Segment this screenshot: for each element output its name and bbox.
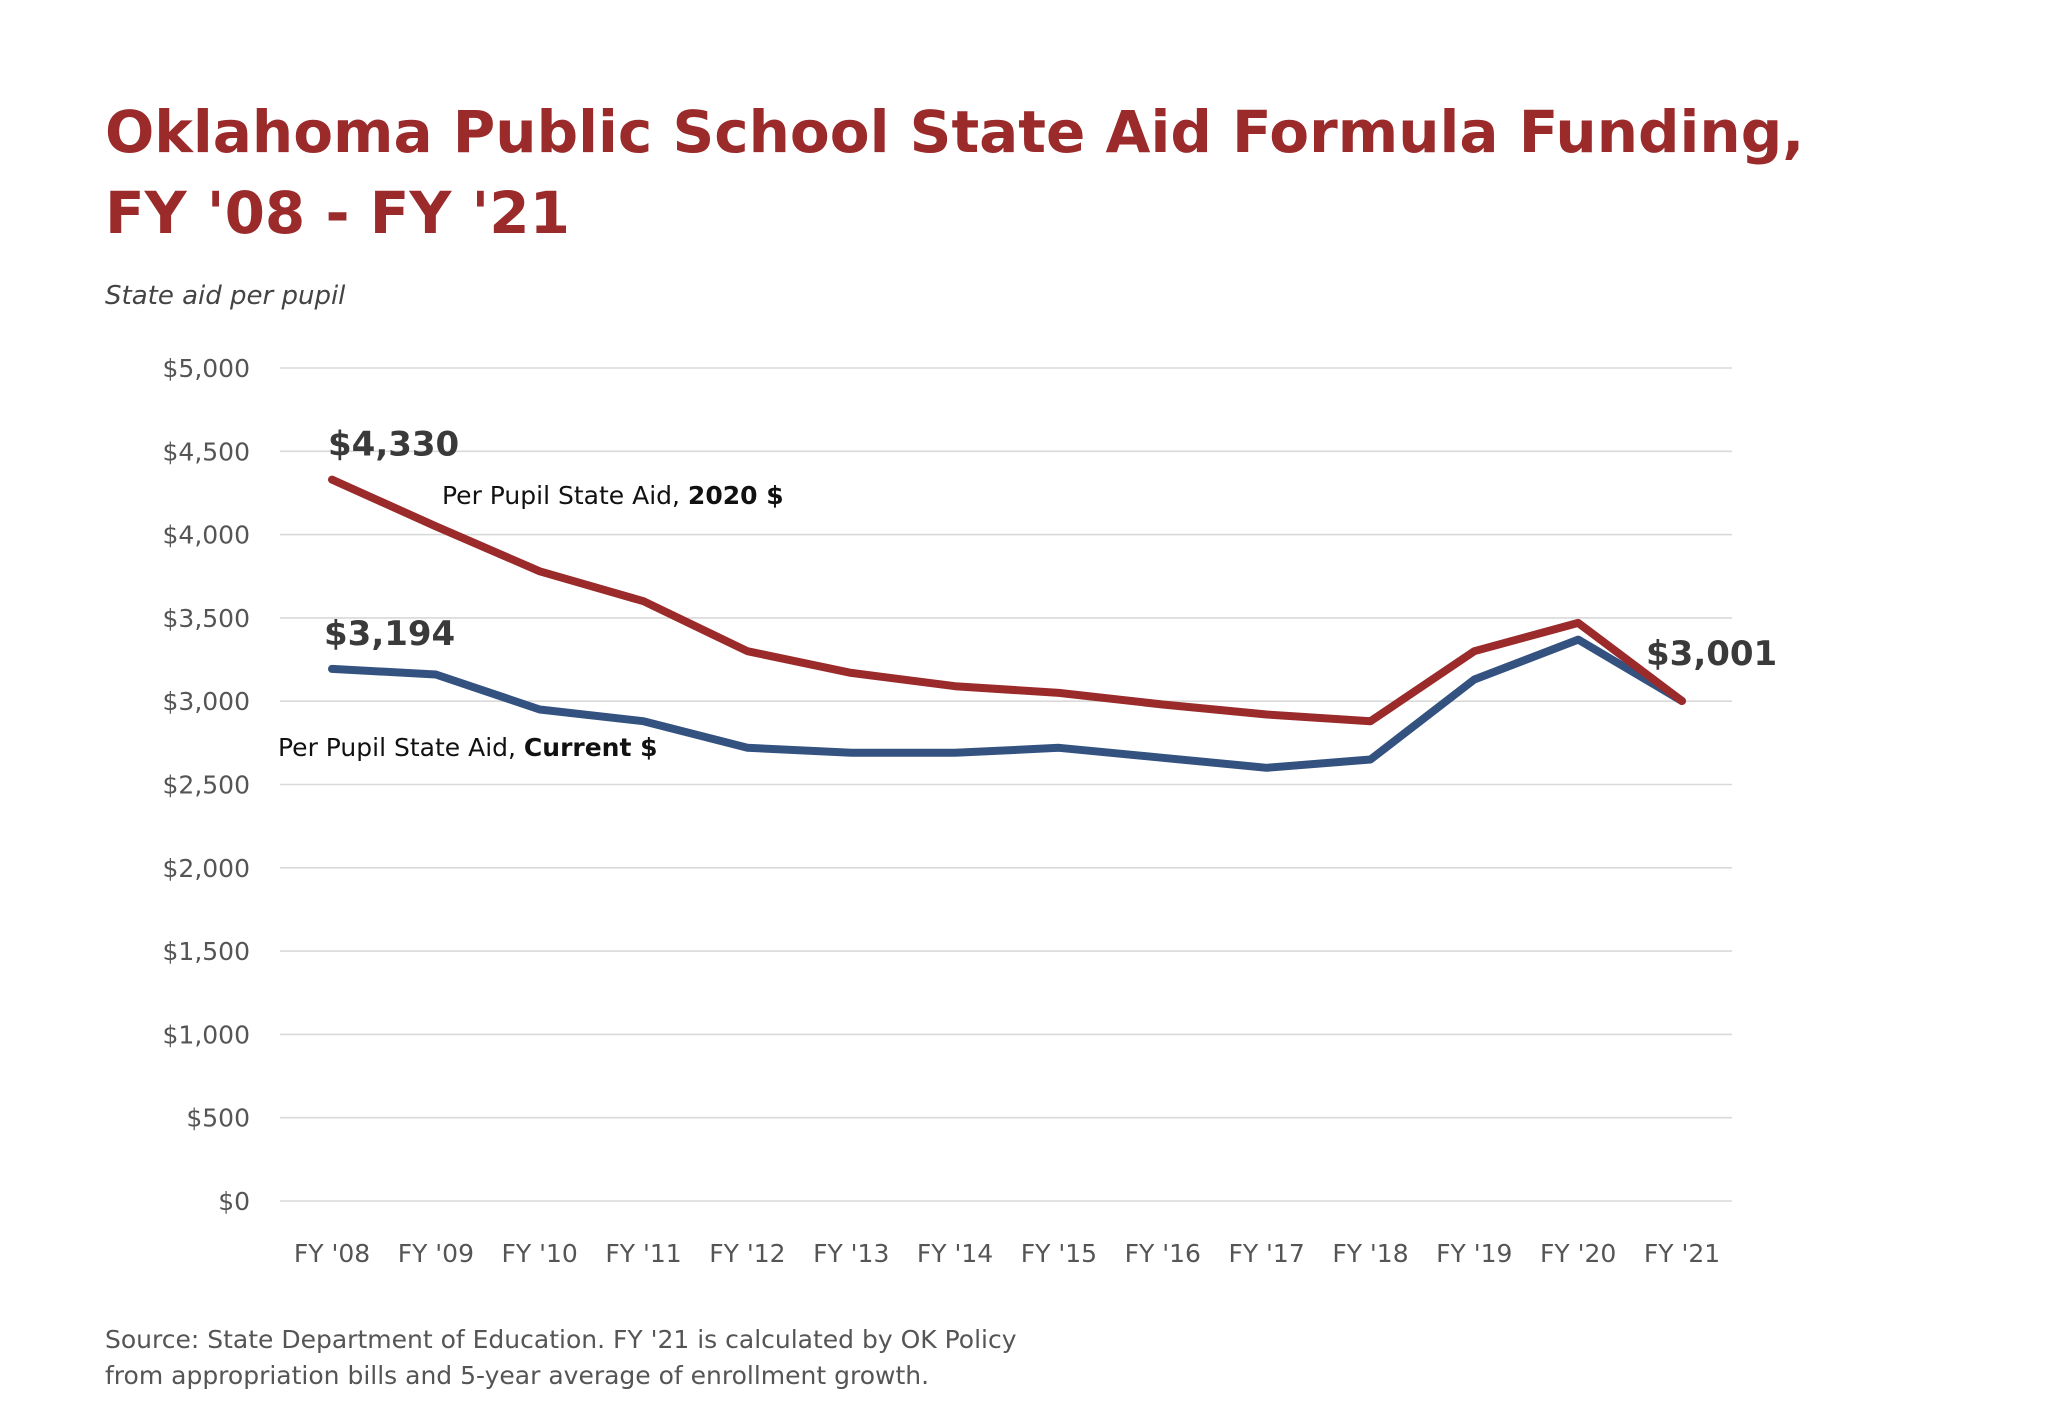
x-tick-label: FY '08 <box>294 1239 370 1268</box>
x-tick-label: FY '15 <box>1021 1239 1097 1268</box>
y-tick-label: $3,000 <box>163 687 250 716</box>
data-annotations: $4,330 $3,194 $3,001 <box>324 425 1777 674</box>
data-label: $3,194 <box>324 614 455 654</box>
x-tick-label: FY '21 <box>1644 1239 1720 1268</box>
data-label: $3,001 <box>1646 634 1777 674</box>
x-tick-label: FY '09 <box>398 1239 474 1268</box>
source-note-line-2: from appropriation bills and 5-year aver… <box>105 1361 929 1390</box>
y-tick-label: $2,500 <box>163 771 250 800</box>
y-axis-ticks: $0 $500 $1,000 $1,500 $2,000 $2,500 $3,000 $3,5… <box>163 354 250 1216</box>
x-tick-label: FY '13 <box>813 1239 889 1268</box>
series-label-2020-dollars-prefix: Per Pupil State Aid, <box>442 481 688 510</box>
series-label-current-dollars: Per Pupil State Aid, Current $ <box>278 733 658 762</box>
x-tick-label: FY '16 <box>1125 1239 1201 1268</box>
data-label: $4,330 <box>328 425 459 465</box>
x-tick-label: FY '14 <box>917 1239 993 1268</box>
x-tick-label: FY '10 <box>502 1239 578 1268</box>
y-tick-label: $1,500 <box>163 937 250 966</box>
series-line-real <box>328 475 1686 726</box>
y-tick-label: $1,000 <box>163 1020 250 1049</box>
series-line-current <box>328 635 1686 772</box>
y-tick-label: $2,000 <box>163 854 250 883</box>
x-tick-label: FY '19 <box>1436 1239 1512 1268</box>
x-tick-label: FY '20 <box>1540 1239 1616 1268</box>
y-tick-label: $500 <box>186 1104 250 1133</box>
x-tick-label: FY '18 <box>1332 1239 1408 1268</box>
y-tick-label: $0 <box>218 1187 250 1216</box>
x-tick-label: FY '12 <box>709 1239 785 1268</box>
x-axis-ticks: FY '08 FY '09 FY '10 FY '11 FY '12 FY '13 FY '… <box>294 1239 1720 1268</box>
source-note-line-1: Source: State Department of Education. F… <box>105 1325 1017 1354</box>
series-label-current-dollars-bold: Current $ <box>524 733 658 762</box>
x-tick-label: FY '11 <box>605 1239 681 1268</box>
chart-title-line-2: FY '08 - FY '21 <box>105 179 570 247</box>
series-lines <box>328 475 1686 772</box>
y-tick-label: $3,500 <box>163 604 250 633</box>
x-tick-label: FY '17 <box>1228 1239 1304 1268</box>
y-tick-label: $4,000 <box>163 521 250 550</box>
chart-subtitle: State aid per pupil <box>105 281 346 311</box>
series-label-current-dollars-prefix: Per Pupil State Aid, <box>278 733 524 762</box>
series-label-2020-dollars: Per Pupil State Aid, 2020 $ <box>442 481 784 510</box>
series-label-2020-dollars-bold: 2020 $ <box>688 481 784 510</box>
y-tick-label: $5,000 <box>163 354 250 383</box>
y-tick-label: $4,500 <box>163 437 250 466</box>
chart-title-line-1: Oklahoma Public School State Aid Formula… <box>105 98 1804 166</box>
